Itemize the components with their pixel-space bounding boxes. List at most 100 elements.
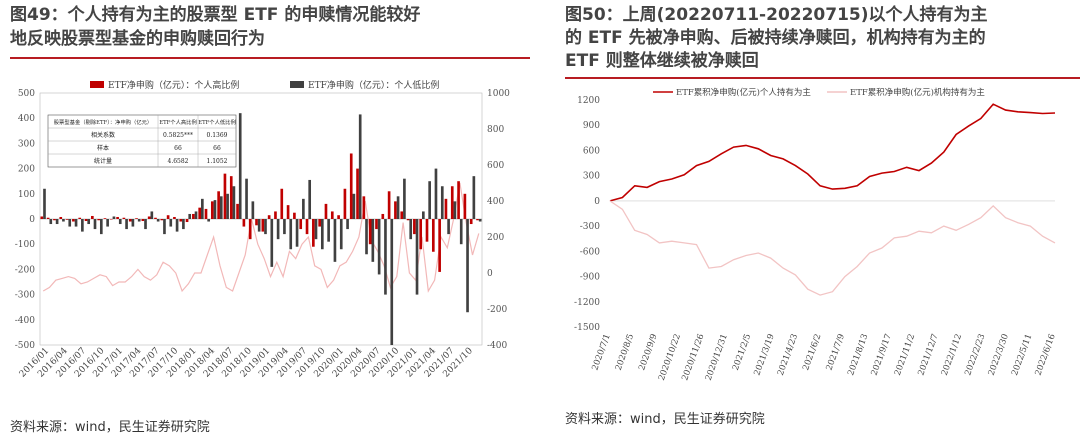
left-bar-chart: -500 -400 -300 -200 -100 0 100 200 300 400 500 -400… [15,79,510,380]
x-tick-label: 2020/8/5 [614,333,636,372]
inset-table-cell: 4.6582 [168,158,189,165]
bar-individual-low [289,219,293,250]
bar-individual-high [128,219,132,222]
y-tick-label: 1200 [577,96,600,106]
bar-individual-high [166,215,170,219]
bar-individual-low [333,219,337,262]
bar-individual-high [53,219,56,221]
bar-individual-high [192,213,195,219]
left-chart-panel: 图49：个人持有为主的股票型 ETF 的申赎情况能较好 地反映股票型基金的申购赎… [0,0,530,440]
bar-individual-low [112,216,116,219]
bar-individual-high [160,219,164,221]
inset-table-cell: 1.1052 [207,158,228,165]
bar-individual-low [422,211,425,219]
right-line-chart: -1500 -1200 -900 -600 -300 0 300 600 900 1200 2020… [574,87,1058,382]
bar-individual-low [213,200,217,219]
x-tick-label: 2021/6/2 [801,333,823,372]
bar-individual-high [381,213,385,219]
bar-individual-low [251,201,255,219]
inset-table-header-cell: ETF个人高比例 [159,118,197,126]
right-title-line-2: 的 ETF 先被净申购、后被持续净赎回，机构持有为主的 [565,28,986,48]
bar-individual-low [87,219,91,225]
bar-individual-low [365,219,368,255]
bar-individual-high [318,219,321,227]
bar-individual-low [169,219,173,227]
bar-individual-high [261,219,265,232]
x-tick-label: 2021/3/19 [752,333,776,377]
bar-individual-low [156,219,160,222]
y-left-tick-label: 200 [18,165,35,175]
bar-individual-low [74,219,78,227]
bar-individual-low [472,176,476,219]
bar-individual-low [453,201,457,219]
legend-swatch-individual-high [90,81,104,88]
bar-individual-low [352,193,356,219]
x-tick-label: 2021/4/23 [776,333,800,377]
x-tick-label: 2021/8/13 [846,333,870,377]
bar-individual-high [305,219,309,235]
bar-individual-high [343,188,347,219]
bar-individual-high [267,215,271,219]
y-right-tick-label: -200 [487,305,507,315]
bar-individual-low [150,211,154,219]
inset-table-cell: 0.1369 [207,132,228,139]
bar-individual-low [232,186,236,219]
series-line-right-axis [42,182,480,293]
bar-individual-low [182,219,185,230]
bar-individual-low [264,219,267,235]
bar-individual-low [403,178,406,219]
bar-individual-low [415,219,419,295]
bar-individual-low [144,219,147,230]
bar-individual-low [131,219,135,227]
bar-individual-low [93,219,97,230]
bar-individual-high [469,219,473,225]
bar-individual-high [97,219,100,221]
legend-label-individual: ETF累积净申购(亿元)个人持有为主 [676,87,811,98]
y-tick-label: -600 [580,247,600,257]
bar-individual-low [257,219,261,232]
bar-individual-low [440,186,444,219]
bar-individual-high [324,203,328,219]
y-left-tick-label: -100 [15,240,35,250]
bar-individual-high [362,196,366,219]
bar-individual-high [91,215,94,219]
bar-individual-low [346,219,349,230]
inset-table: 股票型基金（剔除ETF）：净申购（亿元） ETF个人高比例 ETF个人低比例相关系数… [47,114,237,168]
bar-individual-low [245,178,248,219]
bar-individual-low [371,219,375,262]
x-tick-label: 2020/10/22 [657,333,683,382]
y-left-tick-label: -500 [15,341,35,351]
y-tick-label: 0 [594,197,600,207]
inset-table-header-cell: ETF个人低比例 [198,118,236,126]
x-tick-label: 2020/7/1 [590,333,612,372]
bar-individual-high [173,216,176,219]
bar-individual-low [201,198,204,219]
bar-individual-high [431,219,435,252]
bar-individual-high [40,216,44,219]
right-title-rule [565,77,1080,79]
bar-individual-high [255,219,258,226]
y-left-tick-label: 400 [18,114,35,124]
bar-individual-low [466,219,469,313]
bar-individual-high [406,219,410,221]
bar-individual-low [106,219,109,227]
bar-individual-high [312,219,315,247]
bar-individual-high [476,219,479,221]
y-tick-label: 900 [583,121,600,131]
right-source: 资料来源：wind，民生证券研究院 [565,412,765,427]
bar-individual-low [207,219,210,222]
bar-individual-low [396,196,400,219]
inset-table-header-cell: 股票型基金（剔除ETF）：净申购（亿元） [54,118,152,126]
bar-individual-low [308,179,312,219]
y-tick-label: -300 [580,222,600,232]
y-left-tick-label: -200 [15,265,35,275]
bar-individual-low [188,213,192,219]
y-right-tick-label: 600 [487,161,504,171]
bar-individual-high [394,201,397,219]
bar-individual-high [109,219,113,220]
bar-individual-high [122,217,126,219]
x-tick-label: 2022/3/30 [987,333,1011,377]
y-tick-label: -1500 [574,323,600,333]
y-right-tick-label: 1000 [487,89,510,99]
bar-individual-low [175,219,179,232]
